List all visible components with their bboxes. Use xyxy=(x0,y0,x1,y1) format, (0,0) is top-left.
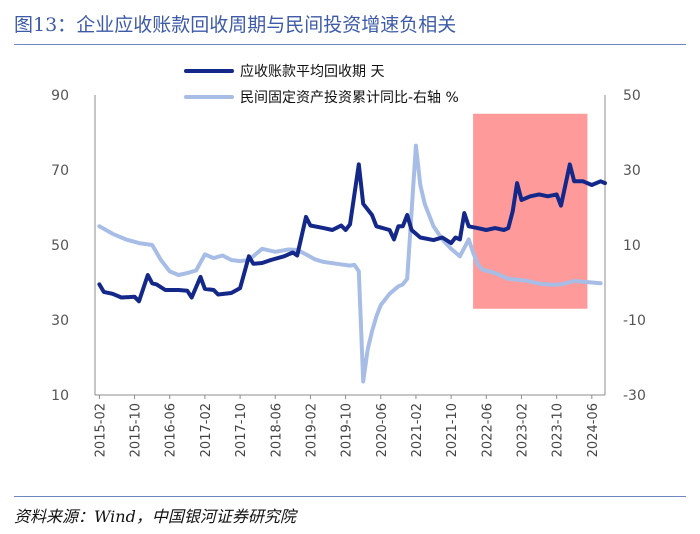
x-tick-label: 2023-02 xyxy=(515,403,530,457)
right-axis-ticks: 50 30 10 -10 -30 xyxy=(623,88,646,404)
x-tick-label: 2018-06 xyxy=(269,403,284,457)
title-rule xyxy=(14,44,686,45)
x-tick-label: 2015-10 xyxy=(129,403,144,457)
right-tick-label: 30 xyxy=(623,163,641,179)
series-lines xyxy=(97,143,607,384)
source-note: 资料来源：Wind，中国银河证券研究院 xyxy=(14,507,296,526)
right-tick-label: -10 xyxy=(623,313,646,329)
right-tick-label: 50 xyxy=(623,88,641,104)
series-line-2 xyxy=(97,143,603,384)
left-tick-label: 10 xyxy=(51,388,69,404)
left-axis-ticks: 90 70 50 30 10 xyxy=(51,88,69,404)
x-tick-label: 2023-10 xyxy=(551,403,566,457)
x-tick-label: 2020-06 xyxy=(375,403,390,457)
x-tick-label: 2015-02 xyxy=(93,403,108,457)
left-tick-label: 70 xyxy=(51,163,69,179)
left-tick-label: 90 xyxy=(51,88,69,104)
x-tick-label: 2022-06 xyxy=(480,403,495,457)
chart-title: 图13：企业应收账款回收周期与民间投资增速负相关 xyxy=(14,14,457,36)
left-tick-label: 30 xyxy=(51,313,69,329)
x-tick-label: 2021-10 xyxy=(445,403,460,457)
x-tick-label: 2016-06 xyxy=(164,403,179,457)
right-tick-label: 10 xyxy=(623,238,641,254)
x-tick-label: 2021-02 xyxy=(410,403,425,457)
right-tick-label: -30 xyxy=(623,388,646,404)
chart-axes xyxy=(94,95,606,396)
legend-label-series2: 民间固定资产投资累计同比-右轴 % xyxy=(240,90,459,106)
x-axis-ticks: 2015-02 2015-10 2016-06 2017-02 2017-10 2018-… xyxy=(93,395,601,457)
x-tick-label: 2024-06 xyxy=(586,403,601,457)
legend: 应收账款平均回收期 天 民间固定资产投资累计同比-右轴 % xyxy=(184,63,459,106)
footer-rule xyxy=(14,496,686,497)
x-tick-label: 2019-02 xyxy=(304,403,319,457)
series-line-1 xyxy=(97,162,607,304)
x-tick-label: 2019-10 xyxy=(340,403,355,457)
left-tick-label: 50 xyxy=(51,238,69,254)
highlight-region xyxy=(473,113,588,309)
x-tick-label: 2017-02 xyxy=(199,403,214,457)
x-tick-label: 2017-10 xyxy=(234,403,249,457)
legend-label-series1: 应收账款平均回收期 天 xyxy=(240,63,384,80)
